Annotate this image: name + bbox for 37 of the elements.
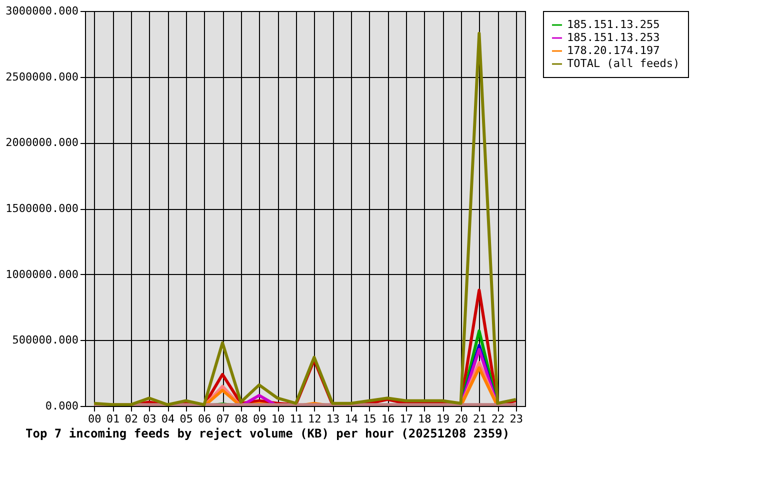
x-tick-label: 13 bbox=[326, 412, 340, 426]
x-tick-label: 01 bbox=[106, 412, 120, 426]
x-tick-label: 22 bbox=[491, 412, 505, 426]
x-tick-label: 16 bbox=[381, 412, 395, 426]
x-tick-label: 06 bbox=[198, 412, 212, 426]
y-tick-label: 1000000.000 bbox=[6, 268, 78, 281]
x-tick-label: 12 bbox=[308, 412, 322, 426]
x-tick-label: 11 bbox=[290, 412, 303, 426]
x-tick-label: 08 bbox=[234, 412, 248, 426]
x-tick-label: 04 bbox=[161, 412, 175, 426]
legend-label: 185.151.13.253 bbox=[567, 31, 660, 44]
x-tick-label: 19 bbox=[436, 412, 450, 426]
x-tick-label: 05 bbox=[180, 412, 193, 426]
x-tick-label: 03 bbox=[143, 412, 156, 426]
x-tick-label: 18 bbox=[418, 412, 432, 426]
x-tick-label: 14 bbox=[344, 412, 358, 426]
x-tick-label: 21 bbox=[473, 412, 486, 426]
x-tick-label: 02 bbox=[124, 412, 138, 426]
x-tick-label: 07 bbox=[216, 412, 230, 426]
x-tick-label: 09 bbox=[253, 412, 266, 426]
y-tick-label: 0.000 bbox=[45, 400, 78, 412]
x-tick-label: 20 bbox=[454, 412, 468, 426]
x-tick-label: 17 bbox=[400, 412, 413, 426]
x-axis-title: Top 7 incoming feeds by reject volume (KB) per hour (20251208 2359) bbox=[26, 426, 510, 440]
y-tick-label: 500000.000 bbox=[12, 334, 78, 347]
y-tick-label: 2000000.000 bbox=[6, 136, 78, 150]
y-tick-label: 3000000.000 bbox=[6, 4, 78, 18]
y-tick-label: 1500000.000 bbox=[6, 202, 78, 215]
x-tick-label: 15 bbox=[363, 412, 376, 426]
line-series bbox=[92, 32, 518, 406]
legend-label: TOTAL (all feeds) bbox=[567, 57, 680, 70]
x-tick-label: 10 bbox=[271, 412, 285, 426]
x-tick-label: 00 bbox=[88, 412, 102, 426]
legend-label: 185.151.13.255 bbox=[567, 18, 660, 31]
legend-label: 178.20.174.197 bbox=[567, 44, 660, 57]
y-tick-label: 2500000.000 bbox=[6, 70, 78, 84]
x-tick-label: 23 bbox=[510, 412, 523, 426]
